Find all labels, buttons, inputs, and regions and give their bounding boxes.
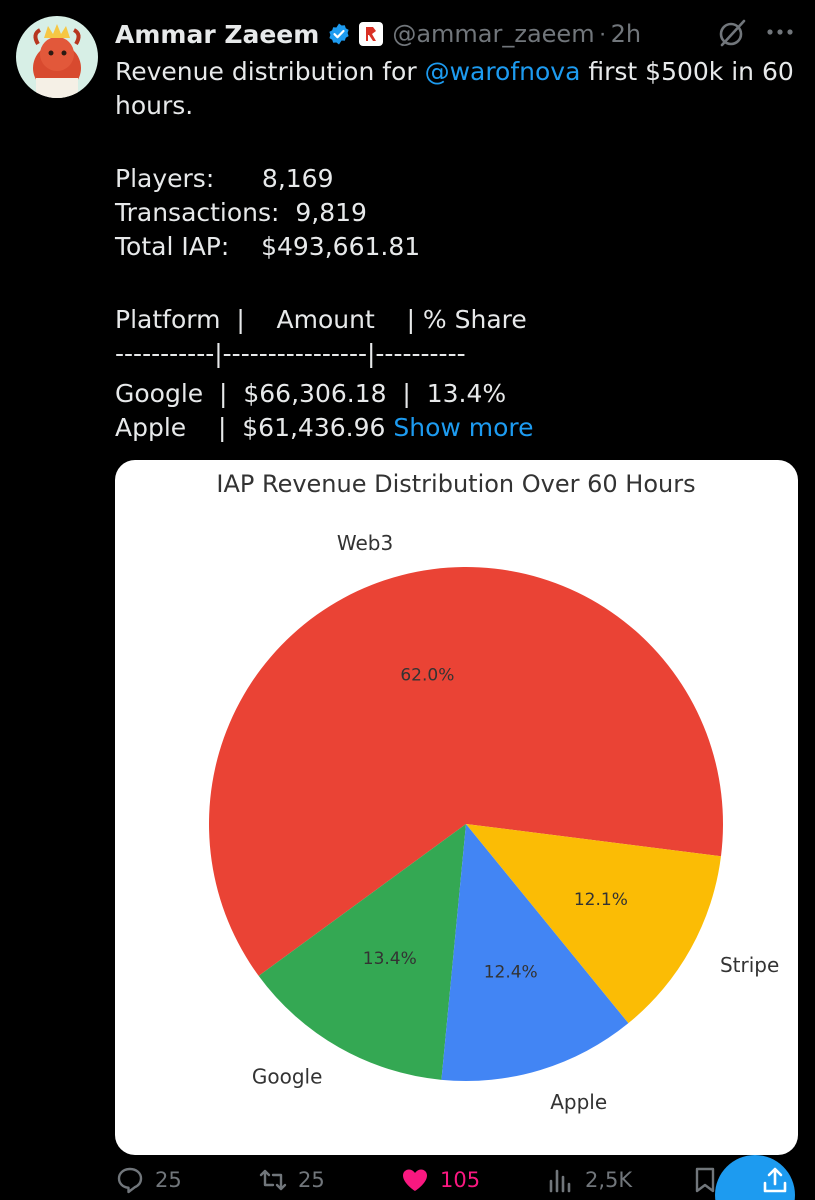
pct-label-web3: 62.0% (400, 666, 454, 686)
pct-label-google: 13.4% (363, 949, 417, 969)
stat-transactions: Transactions: 9,819 (115, 198, 367, 227)
repost-button[interactable]: 25 (258, 1160, 325, 1200)
author-name[interactable]: Ammar Zaeem (115, 19, 320, 49)
bookmark-button[interactable] (690, 1160, 730, 1200)
grok-icon[interactable] (717, 18, 747, 48)
share-button[interactable] (760, 1160, 800, 1200)
repost-count: 25 (298, 1168, 325, 1192)
views-count: 2,5K (585, 1168, 633, 1192)
reply-button[interactable]: 25 (115, 1160, 182, 1200)
tweet-header: Ammar Zaeem @ammar_zaeem · 2h (115, 16, 805, 52)
tweet-text-line-2: hours. (115, 91, 194, 120)
views-button[interactable]: 2,5K (545, 1160, 632, 1200)
like-count: 105 (440, 1168, 481, 1192)
tweet-text: Revenue distribution for (115, 57, 425, 86)
table-row-text: Apple | $61,436.96 (115, 413, 394, 442)
avatar[interactable] (16, 16, 98, 98)
pie-slice-web3 (208, 567, 723, 976)
heart-icon (403, 1169, 427, 1191)
slice-label-google: Google (252, 1064, 323, 1088)
like-button[interactable]: 105 (400, 1160, 480, 1200)
verified-badge-icon[interactable] (327, 22, 351, 46)
action-bar: 25 25 105 2,5K (0, 1160, 815, 1200)
chart-title: IAP Revenue Distribution Over 60 Hours (216, 470, 695, 498)
reply-count: 25 (155, 1168, 182, 1192)
timestamp[interactable]: 2h (610, 20, 642, 48)
tweet-text-line-1: Revenue distribution for @warofnova firs… (115, 55, 805, 89)
mention-link[interactable]: @warofnova (424, 57, 581, 86)
repost-icon (259, 1169, 287, 1191)
reply-icon (117, 1167, 143, 1194)
slice-label-apple: Apple (550, 1090, 607, 1114)
share-icon (763, 1167, 787, 1193)
table-header: Platform | Amount | % Share (115, 305, 527, 334)
affiliate-badge-icon[interactable] (359, 22, 384, 46)
pie-slice-google (258, 824, 466, 1080)
stat-total-iap: Total IAP: $493,661.81 (115, 232, 421, 261)
pct-label-stripe: 12.1% (574, 890, 628, 910)
chart-image[interactable]: IAP Revenue Distribution Over 60 Hours 6… (115, 460, 798, 1155)
more-options-icon[interactable] (765, 22, 795, 42)
pie-chart: IAP Revenue Distribution Over 60 Hours 6… (208, 470, 779, 1114)
table-row-google: Google | $66,306.18 | 13.4% (115, 379, 507, 408)
stat-players: Players: 8,169 (115, 164, 334, 193)
views-chart-icon (549, 1169, 571, 1193)
show-more-link[interactable]: Show more (393, 413, 534, 442)
table-divider: -----------|----------------|---------- (115, 339, 466, 368)
slice-label-stripe: Stripe (720, 953, 779, 977)
slice-label-web3: Web3 (337, 531, 393, 555)
pie-slice-stripe (466, 824, 721, 1024)
author-handle[interactable]: @ammar_zaeem (392, 20, 595, 48)
pct-label-apple: 12.4% (484, 963, 538, 983)
separator-dot: · (598, 20, 607, 47)
bookmark-icon (695, 1167, 715, 1193)
table-row-apple: Apple | $61,436.96 Show more (115, 411, 805, 445)
tweet-text: first $500k in 60 (580, 57, 794, 86)
pie-slice-apple (441, 824, 629, 1081)
